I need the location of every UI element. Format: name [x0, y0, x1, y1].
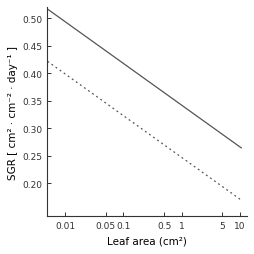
- X-axis label: Leaf area (cm²): Leaf area (cm²): [107, 236, 186, 246]
- Y-axis label: SGR [ cm² · cm⁻² · day⁻¹ ]: SGR [ cm² · cm⁻² · day⁻¹ ]: [8, 46, 18, 179]
